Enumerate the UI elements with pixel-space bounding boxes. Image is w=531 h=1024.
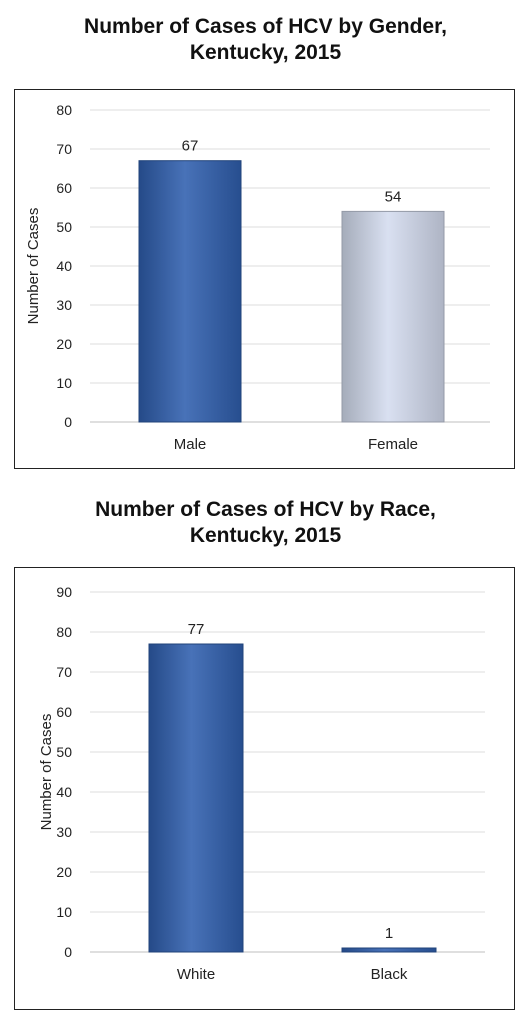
- gender-data-label-female: 54: [385, 188, 402, 205]
- chart-gender-svg: 0 10 20 30 40 50 60 70 80 Number of Cases 67 Male 54…: [25, 102, 490, 453]
- race-y-tick-label-20: 20: [56, 864, 72, 880]
- race-y-tick-label-10: 10: [56, 904, 72, 920]
- race-y-tick-label-30: 30: [56, 824, 72, 840]
- gender-y-tick-label-10: 10: [56, 375, 72, 391]
- chart-title-gender-line-1: Number of Cases of HCV by Gender,: [84, 15, 447, 38]
- race-y-tick-label-60: 60: [56, 704, 72, 720]
- gender-data-label-male: 67: [182, 138, 199, 155]
- chart-title-gender-line-2: Kentucky, 2015: [189, 41, 342, 64]
- gender-bar-female: [341, 210, 445, 423]
- race-y-axis-label: Number of Cases: [38, 714, 55, 831]
- race-y-tick-label-80: 80: [56, 624, 72, 640]
- race-y-tick-label-90: 90: [56, 584, 72, 600]
- gender-y-tick-label-80: 80: [56, 102, 72, 118]
- gender-x-category-label-male: Male: [174, 436, 207, 453]
- gender-y-tick-label-50: 50: [56, 219, 72, 235]
- gender-y-tick-label-60: 60: [56, 180, 72, 196]
- chart-title-race: Number of Cases of HCV by Race, Kentucky…: [0, 497, 531, 549]
- race-y-tick-label-70: 70: [56, 664, 72, 680]
- gender-y-tick-label-40: 40: [56, 258, 72, 274]
- race-y-tick-label-50: 50: [56, 744, 72, 760]
- chart-title-gender: Number of Cases of HCV by Gender, Kentuc…: [0, 14, 531, 66]
- gender-y-tick-label-70: 70: [56, 141, 72, 157]
- chart-title-race-line-1: Number of Cases of HCV by Race,: [95, 498, 436, 521]
- gender-x-category-label-female: Female: [368, 436, 418, 453]
- race-x-category-label-white: White: [177, 966, 215, 983]
- chart-frame-race: 0 10 20 30 40 50 60 70 80 90 Number of Cases 77 Whit…: [14, 567, 515, 1010]
- gender-y-tick-label-30: 30: [56, 297, 72, 313]
- gender-y-tick-label-0: 0: [64, 414, 72, 430]
- gender-bar-male: [138, 160, 242, 423]
- race-data-label-black: 1: [385, 925, 393, 942]
- chart-title-race-line-2: Kentucky, 2015: [189, 524, 342, 547]
- race-y-tick-label-0: 0: [64, 944, 72, 960]
- race-bar-white: [148, 643, 244, 953]
- race-y-tick-label-40: 40: [56, 784, 72, 800]
- chart-frame-gender: 0 10 20 30 40 50 60 70 80 Number of Cases 67 Male 54…: [14, 89, 515, 469]
- gender-y-axis-label: Number of Cases: [25, 208, 42, 325]
- chart-race-svg: 0 10 20 30 40 50 60 70 80 90 Number of Cases 77 Whit…: [38, 584, 485, 983]
- race-x-category-label-black: Black: [371, 966, 408, 983]
- race-data-label-white: 77: [188, 621, 205, 638]
- race-bar-black: [341, 947, 437, 953]
- gender-y-tick-label-20: 20: [56, 336, 72, 352]
